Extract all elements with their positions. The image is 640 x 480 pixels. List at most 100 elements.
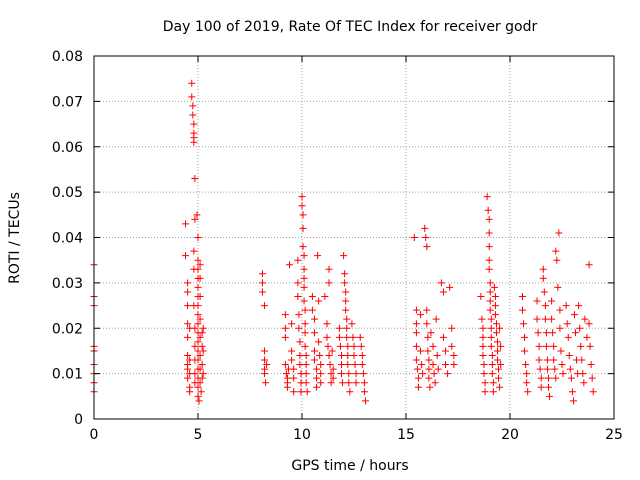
data-point xyxy=(552,374,560,382)
data-point xyxy=(556,324,564,332)
data-point xyxy=(583,333,591,341)
data-point xyxy=(196,274,204,282)
data-point xyxy=(281,361,289,369)
data-point xyxy=(195,397,203,405)
data-point xyxy=(194,302,202,310)
data-point xyxy=(296,338,304,346)
data-point xyxy=(191,215,199,223)
data-point xyxy=(537,374,545,382)
data-point xyxy=(423,306,431,314)
data-point xyxy=(301,342,309,350)
data-point xyxy=(196,333,204,341)
data-point xyxy=(497,361,505,369)
data-point xyxy=(537,383,545,391)
data-point xyxy=(317,361,325,369)
data-point xyxy=(196,292,204,300)
data-point xyxy=(348,320,356,328)
y-tick-label: 0.04 xyxy=(52,231,83,247)
data-point xyxy=(310,329,318,337)
data-point xyxy=(444,370,452,378)
data-point xyxy=(199,347,207,355)
data-point xyxy=(191,324,199,332)
data-point xyxy=(258,279,266,287)
data-point xyxy=(310,356,318,364)
data-point xyxy=(283,374,291,382)
data-point xyxy=(539,265,547,273)
data-point xyxy=(338,351,346,359)
data-point xyxy=(184,279,192,287)
data-point xyxy=(555,229,563,237)
data-point xyxy=(518,306,526,314)
data-point xyxy=(417,347,425,355)
data-point xyxy=(485,265,493,273)
data-point xyxy=(572,329,580,337)
data-point xyxy=(283,383,291,391)
data-point xyxy=(194,234,202,241)
data-point xyxy=(488,351,496,359)
data-point xyxy=(495,365,503,373)
data-point xyxy=(184,288,192,296)
data-point xyxy=(564,333,572,341)
data-point xyxy=(298,193,306,201)
data-point xyxy=(352,370,360,378)
data-point xyxy=(589,388,597,396)
data-point xyxy=(432,315,440,323)
data-point xyxy=(294,292,302,300)
data-point xyxy=(491,311,499,319)
data-point xyxy=(491,292,499,300)
data-point xyxy=(300,265,308,273)
data-point xyxy=(553,256,561,264)
data-point xyxy=(541,302,549,310)
data-point xyxy=(492,329,500,337)
data-point xyxy=(425,365,433,373)
data-point xyxy=(488,370,496,378)
data-point xyxy=(190,138,198,146)
data-point xyxy=(497,342,505,350)
data-point xyxy=(342,288,350,296)
data-point xyxy=(543,365,551,373)
data-point xyxy=(296,351,304,359)
data-point xyxy=(522,361,530,369)
data-point xyxy=(261,356,269,364)
data-point xyxy=(286,261,294,269)
data-point xyxy=(290,365,298,373)
data-point xyxy=(296,361,304,369)
data-point xyxy=(534,329,542,337)
data-point xyxy=(484,206,492,214)
data-point xyxy=(338,361,346,369)
data-point xyxy=(586,342,594,350)
data-point xyxy=(551,365,559,373)
data-point xyxy=(554,283,562,291)
data-point xyxy=(541,315,549,323)
data-point xyxy=(421,224,429,232)
data-point xyxy=(481,379,489,387)
data-point xyxy=(295,311,303,319)
data-point xyxy=(281,333,289,341)
data-point xyxy=(426,383,434,391)
data-point xyxy=(186,388,194,396)
data-point xyxy=(565,351,573,359)
data-point xyxy=(356,333,364,341)
data-point xyxy=(198,374,206,382)
data-point xyxy=(281,324,289,332)
data-point xyxy=(300,283,308,291)
data-point xyxy=(523,379,531,387)
data-point xyxy=(301,329,309,337)
data-point xyxy=(412,342,420,350)
data-point xyxy=(413,365,421,373)
data-point xyxy=(448,342,456,350)
data-point xyxy=(288,320,296,328)
data-point xyxy=(335,333,343,341)
data-point xyxy=(486,288,494,296)
data-point xyxy=(479,351,487,359)
data-point xyxy=(323,320,331,328)
data-point xyxy=(585,320,593,328)
data-point xyxy=(344,361,352,369)
data-point xyxy=(190,120,198,128)
data-point xyxy=(336,342,344,350)
data-point xyxy=(485,229,493,237)
data-point xyxy=(535,342,543,350)
data-point xyxy=(300,274,308,282)
data-point xyxy=(524,388,532,396)
